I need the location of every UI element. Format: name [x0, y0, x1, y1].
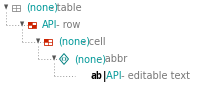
Text: API: API	[42, 20, 57, 30]
Polygon shape	[59, 54, 69, 64]
Text: - cell: - cell	[79, 37, 106, 47]
Text: (none): (none)	[74, 54, 106, 64]
Text: (none): (none)	[26, 3, 58, 13]
Bar	[44, 39, 52, 45]
Bar	[32, 25, 36, 28]
Bar	[12, 5, 20, 11]
Polygon shape	[52, 55, 56, 61]
Polygon shape	[4, 4, 8, 10]
Polygon shape	[20, 21, 24, 27]
Bar	[28, 22, 36, 28]
Text: API: API	[103, 71, 122, 81]
Text: - table: - table	[47, 3, 82, 13]
Text: - row: - row	[53, 20, 80, 30]
Text: - editable text: - editable text	[118, 71, 190, 81]
Text: - abbr: - abbr	[95, 54, 128, 64]
Bar	[28, 22, 32, 25]
Bar	[44, 39, 48, 42]
Polygon shape	[36, 38, 40, 44]
Text: ab|: ab|	[90, 70, 108, 82]
Text: (none): (none)	[58, 37, 90, 47]
